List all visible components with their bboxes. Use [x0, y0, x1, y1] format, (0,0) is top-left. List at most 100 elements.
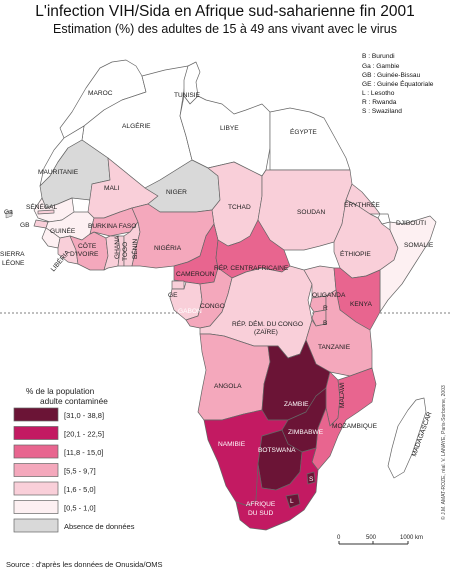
legend-label: [11,8 - 15,0] — [64, 448, 103, 457]
scale-bar: 0 500 1000 km — [337, 535, 423, 545]
abbr-item: GE : Guinée Équatoriale — [362, 79, 434, 88]
legend-label: [0,5 - 1,0] — [64, 504, 96, 513]
label-burkina: BURKINA FASO — [88, 223, 136, 230]
label-kenya: KENYA — [350, 301, 372, 308]
label-zimbabwe: ZIMBABWE — [288, 429, 324, 436]
label-benin: BÉNIN — [130, 239, 139, 259]
scale-label-500: 500 — [366, 535, 377, 541]
country-djibouti — [377, 213, 391, 225]
label-cameroun: CAMEROUN — [176, 271, 215, 278]
label-afrique-du-sud-2: DU SUD — [248, 510, 274, 517]
credit-note: © J.M. AMAT-ROZE, réal. V. LANAYE, Paris… — [440, 385, 447, 520]
legend-rows: [31,0 - 38,8] [20,1 - 22,5] [11,8 - 15,0] [… — [13, 407, 135, 533]
legend-label: [5,5 - 9,7] — [64, 467, 96, 476]
label-ouganda: OUGANDA — [312, 292, 346, 299]
label-swaziland: S — [309, 476, 314, 483]
label-angola: ANGOLA — [214, 383, 242, 390]
legend-swatch — [13, 500, 59, 514]
country-gambie — [37, 209, 55, 215]
label-guinee-bissau: GB — [20, 222, 30, 229]
abbr-item: S : Swaziland — [362, 108, 402, 115]
label-guinee-equatoriale: GE — [168, 292, 178, 299]
africa-map: MAROC TUNISIE ALGÉRIE LIBYE ÉGYPTE MAURI… — [0, 53, 450, 569]
label-senegal: SÉNÉGAL — [26, 202, 57, 211]
label-rdc-2: (ZAÏRE) — [254, 328, 278, 336]
label-somalie: SOMALIE — [404, 242, 434, 249]
label-namibie: NAMIBIE — [218, 441, 246, 448]
label-sierra-leone-2: LÉONE — [2, 258, 25, 267]
scale-label-1000: 1000 km — [400, 535, 423, 541]
legend-title-line1: % de la population — [26, 386, 95, 396]
label-mauritanie: MAURITANIE — [38, 169, 79, 176]
abbr-item: Ga : Gambie — [362, 63, 400, 70]
label-tunisie: TUNISIE — [174, 92, 201, 99]
label-erythree: ÉRYTHRÉE — [344, 200, 380, 209]
country-guinee-equatoriale — [171, 280, 185, 290]
label-afrique-du-sud-1: AFRIQUE — [246, 501, 276, 508]
label-botswana: BOTSWANA — [258, 447, 296, 454]
country-angola — [197, 333, 271, 421]
map-subtitle: Estimation (%) des adultes de 15 à 49 an… — [53, 22, 397, 36]
scale-label-0: 0 — [337, 535, 341, 541]
label-mali: MALI — [104, 185, 120, 192]
label-soudan: SOUDAN — [297, 209, 325, 216]
country-somalie — [379, 215, 437, 313]
label-cote-divoire-1: CÔTE — [78, 241, 97, 250]
abbr-item: B : Burundi — [362, 53, 395, 60]
label-ghana: GHANA — [114, 235, 121, 259]
label-togo: TOGO — [122, 242, 129, 261]
legend-swatch — [13, 518, 59, 533]
label-niger: NIGER — [166, 189, 187, 196]
label-rdc-1: RÉP. DÉM. DU CONGO — [232, 319, 303, 328]
legend-swatch — [13, 407, 59, 422]
label-mozambique: MOZAMBIQUE — [332, 423, 378, 430]
label-rwanda: R — [323, 305, 328, 312]
country-guinee-bissau — [33, 219, 49, 229]
legend-swatch — [13, 481, 59, 496]
label-gambie: Ga — [4, 209, 13, 216]
country-labels: MAROC TUNISIE ALGÉRIE LIBYE ÉGYPTE MAURI… — [0, 90, 434, 517]
legend-swatch — [13, 444, 59, 459]
legend-label: [31,0 - 38,8] — [64, 411, 104, 420]
country-swaziland — [306, 471, 316, 485]
label-lesotho: L — [290, 498, 294, 505]
legend-label: [1,6 - 5,0] — [64, 485, 96, 494]
label-djibouti: DJIBOUTI — [396, 220, 426, 227]
country-egypte — [269, 107, 351, 171]
label-maroc: MAROC — [88, 90, 113, 97]
map-title: L'infection VIH/Sida en Afrique sud-saha… — [35, 3, 415, 20]
label-rca: RÉP. CENTRAFRICAINE — [214, 263, 289, 272]
label-guinee: GUINÉE — [50, 226, 76, 235]
legend-label: Absence de données — [64, 522, 135, 531]
label-algerie: ALGÉRIE — [122, 121, 151, 130]
label-libye: LIBYE — [220, 125, 239, 132]
legend-swatch — [13, 426, 59, 440]
label-congo: CONGO — [200, 303, 225, 310]
abbreviation-key: B : Burundi Ga : Gambie GB : Guinée-Biss… — [362, 53, 434, 115]
source-note: Source : d'après les données de Onusida/… — [6, 560, 163, 569]
label-egypte: ÉGYPTE — [290, 127, 317, 136]
label-zambie: ZAMBIE — [284, 401, 309, 408]
legend-title-line2: adulte contaminée — [40, 396, 108, 406]
label-nigeria: NIGÉRIA — [154, 243, 182, 252]
country-lesotho — [285, 493, 301, 509]
label-malawi: MALAWI — [339, 382, 346, 408]
country-togo — [117, 235, 125, 267]
legend: % de la population adulte contaminée [31… — [13, 386, 135, 533]
legend-label: [20,1 - 22,5] — [64, 430, 104, 439]
label-sierra-leone-1: SIERRA — [0, 251, 25, 258]
label-gabon: GABON — [178, 308, 202, 315]
label-ethiopie: ÉTHIOPIE — [340, 249, 371, 258]
label-tanzanie: TANZANIE — [318, 344, 351, 351]
abbr-item: L : Lesotho — [362, 90, 395, 97]
country-afrique-du-sud — [235, 447, 319, 531]
label-burundi: B — [323, 320, 328, 327]
country-tanzanie — [305, 289, 373, 377]
label-tchad: TCHAD — [228, 204, 251, 211]
abbr-item: R : Rwanda — [362, 99, 397, 106]
country-madagascar — [387, 397, 427, 479]
legend-swatch — [13, 463, 59, 477]
abbr-item: GB : Guinée-Bissau — [362, 72, 421, 79]
island-cap-vert — [5, 209, 13, 219]
